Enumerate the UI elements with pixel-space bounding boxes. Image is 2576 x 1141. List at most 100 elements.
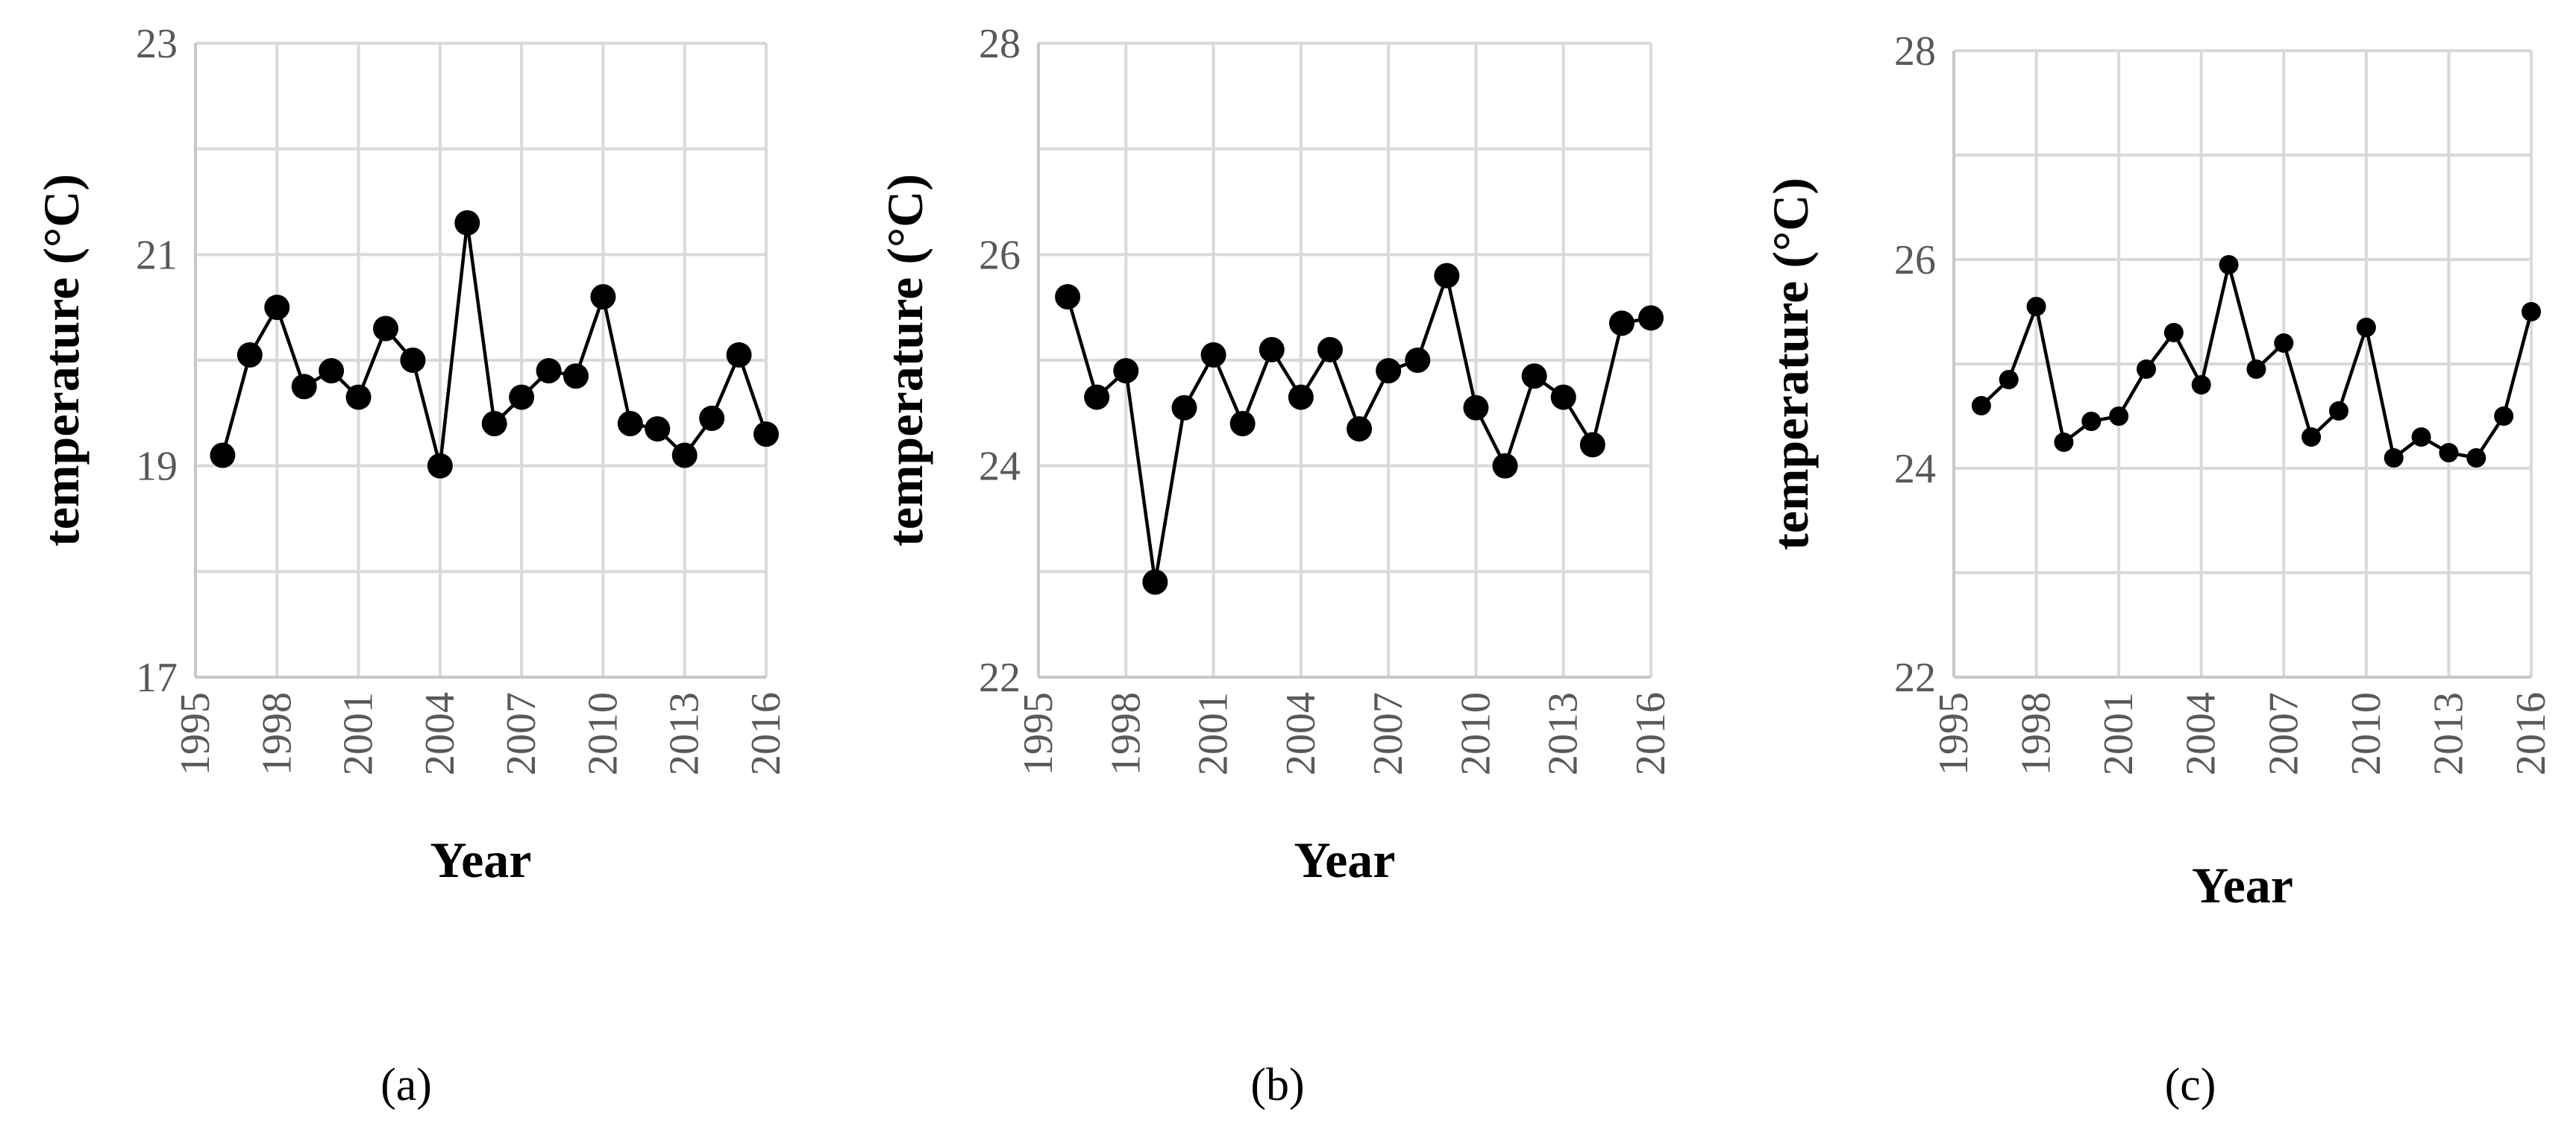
y-tick-label: 26: [979, 232, 1021, 278]
y-tick-label: 19: [136, 444, 178, 490]
x-tick-label: 2007: [2260, 692, 2307, 776]
data-point: [536, 358, 562, 384]
chart-panel-3: 22 24 26 28 1995 1998 2001 2004 2007 2010 2013 2016…: [1762, 28, 2554, 1110]
y-tick-label: 23: [136, 21, 178, 67]
y-tick-label: 22: [1894, 655, 1936, 701]
data-point: [1113, 358, 1139, 384]
data-point: [2494, 406, 2514, 426]
panel-label: (c): [2165, 1060, 2216, 1110]
data-point: [2026, 297, 2046, 316]
x-tick-label: 2001: [336, 692, 382, 776]
data-point: [2137, 359, 2156, 379]
data-point: [2522, 302, 2541, 321]
x-tick-label: 2004: [2178, 692, 2225, 776]
x-tick-label: 1998: [1103, 692, 1149, 776]
panel-label: (b): [1250, 1060, 1304, 1110]
chart-panel-2: 22 24 26 28 1995 1998 2001 2004 2007 2010 2013 2016…: [877, 21, 1674, 1110]
x-tick-label: 2004: [417, 692, 463, 776]
panel-label: (a): [380, 1060, 432, 1110]
data-point: [2109, 406, 2129, 426]
y-tick-label: 22: [979, 655, 1021, 701]
data-point: [1405, 348, 1431, 373]
y-axis-title: temperature (°C): [1762, 177, 1819, 550]
y-tick-label: 28: [1894, 28, 1936, 75]
data-point: [2384, 448, 2404, 468]
data-point: [1288, 384, 1314, 410]
x-axis-title: Year: [2192, 857, 2293, 914]
data-point: [726, 342, 752, 368]
data-point: [1608, 310, 1635, 336]
data-point: [1638, 305, 1664, 331]
data-point: [1084, 384, 1110, 410]
data-point: [345, 384, 372, 410]
data-point: [2466, 448, 2486, 468]
data-point: [236, 342, 263, 368]
y-tick-label: 21: [136, 232, 178, 278]
data-point: [1463, 395, 1489, 421]
data-point: [1142, 569, 1168, 595]
data-point: [454, 210, 480, 236]
data-point: [1347, 416, 1373, 442]
x-tick-label: 2004: [1278, 692, 1324, 776]
data-point: [2219, 255, 2239, 274]
x-tick-label: 2007: [1365, 692, 1411, 776]
data-point: [400, 348, 426, 373]
data-point: [1171, 395, 1197, 421]
x-tick-label: 2007: [498, 692, 545, 776]
y-axis-title: temperature (°C): [33, 174, 90, 547]
data-point: [210, 442, 236, 468]
data-point: [2054, 433, 2074, 452]
x-tick-label: 2010: [2343, 692, 2389, 776]
data-point: [1259, 336, 1285, 362]
data-point: [2081, 412, 2102, 431]
data-point: [2274, 333, 2294, 353]
data-point: [699, 405, 725, 431]
x-tick-label: 1995: [1931, 692, 1977, 776]
data-point: [1492, 453, 1518, 479]
y-tick-label: 26: [1894, 237, 1936, 283]
data-point: [427, 453, 453, 479]
data-point: [2191, 375, 2211, 395]
data-point: [291, 374, 317, 400]
data-point: [2301, 427, 2322, 447]
x-tick-label: 1995: [172, 692, 219, 776]
x-tick-label: 1998: [254, 692, 300, 776]
x-axis-title: Year: [1294, 832, 1396, 888]
data-point: [1317, 336, 1343, 362]
x-tick-label: 2013: [2425, 692, 2472, 776]
data-point: [563, 363, 589, 389]
data-point: [1521, 363, 1547, 389]
data-point: [1229, 411, 1256, 436]
data-point: [1999, 370, 2019, 389]
data-point: [1434, 263, 1460, 289]
y-tick-label: 17: [136, 655, 178, 701]
x-tick-label: 2013: [662, 692, 708, 776]
data-point: [2356, 318, 2376, 337]
y-tick-label: 24: [979, 444, 1021, 490]
data-point: [671, 442, 698, 468]
data-point: [1971, 396, 1991, 415]
data-point: [373, 315, 398, 342]
data-point: [481, 411, 507, 436]
data-point: [1055, 284, 1081, 309]
y-tick-label: 28: [979, 21, 1021, 67]
x-tick-label: 1998: [2014, 692, 2060, 776]
data-point: [2439, 443, 2459, 462]
x-tick-label: 1995: [1015, 692, 1062, 776]
data-point: [2246, 359, 2266, 379]
x-tick-label: 2001: [1191, 692, 1237, 776]
data-point: [2329, 401, 2348, 421]
y-axis-title: temperature (°C): [877, 174, 933, 547]
x-axis-title: Year: [430, 832, 532, 888]
data-point: [753, 421, 779, 447]
data-point: [1376, 358, 1402, 384]
data-point: [1579, 432, 1605, 458]
data-point: [645, 416, 671, 442]
chart-panel-1: 17 19 21 23 1995 1998 2001 2004 2007 2010 2013 2016…: [33, 21, 789, 1110]
data-point: [264, 295, 290, 321]
x-tick-label: 2013: [1541, 692, 1587, 776]
x-tick-label: 2010: [580, 692, 626, 776]
x-tick-label: 2010: [1452, 692, 1499, 776]
data-point: [2163, 323, 2184, 342]
